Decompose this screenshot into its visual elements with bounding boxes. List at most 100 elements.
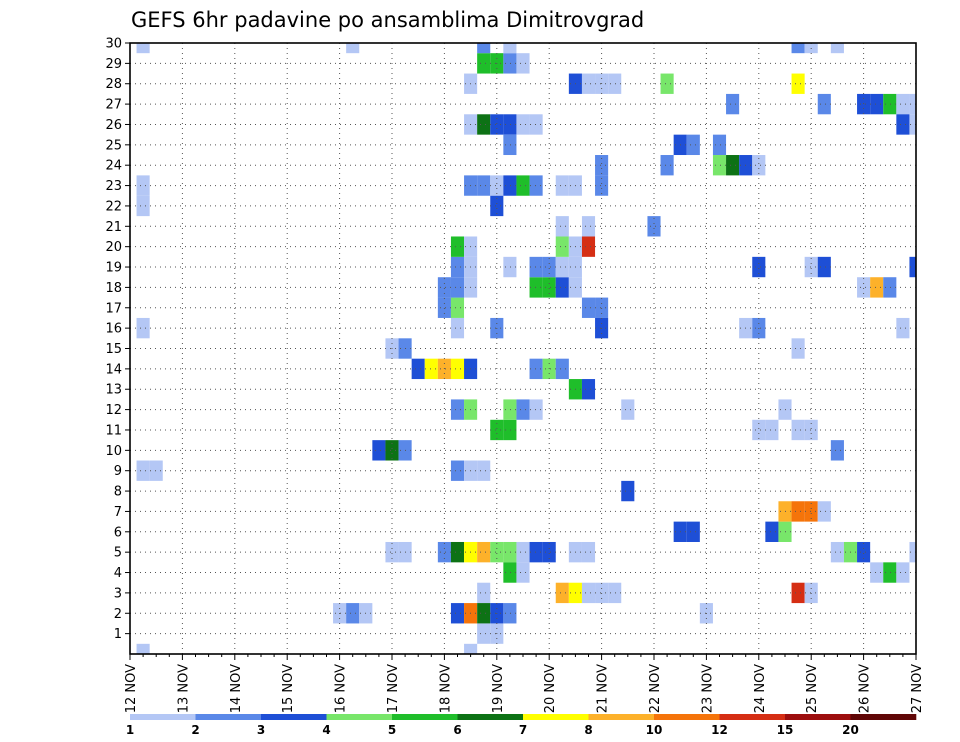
- heatmap-cell: [136, 195, 150, 217]
- colorbar-label: 20: [842, 723, 859, 737]
- heatmap-cell: [529, 256, 543, 278]
- heatmap-cell: [791, 43, 805, 54]
- x-tick-label: 21 NOV: [596, 664, 611, 713]
- heatmap-cell: [804, 501, 818, 522]
- heatmap-cell: [542, 277, 556, 298]
- colorbar-swatch: [850, 714, 917, 720]
- heatmap-cell: [503, 256, 517, 278]
- heatmap-cell: [503, 114, 517, 135]
- heatmap-cell: [437, 277, 451, 298]
- heatmap-cell: [385, 541, 399, 563]
- y-tick-label: 22: [105, 199, 122, 214]
- heatmap-cell: [136, 317, 150, 339]
- colorbar-swatch: [457, 714, 524, 720]
- x-tick-label: 26 NOV: [858, 664, 873, 713]
- heatmap-cell: [660, 73, 674, 94]
- heatmap-cell: [581, 73, 596, 94]
- chart-title: GEFS 6hr padavine po ansamblima Dimitrov…: [131, 8, 644, 32]
- heatmap-cell: [136, 43, 150, 54]
- heatmap-cell: [503, 134, 517, 156]
- colorbar-swatch: [523, 714, 589, 720]
- heatmap-cell: [385, 440, 399, 461]
- x-tick-label: 23 NOV: [700, 664, 715, 713]
- colorbar-label: 8: [584, 723, 592, 737]
- colorbar-label: 10: [646, 723, 663, 737]
- heatmap-cell: [450, 399, 465, 420]
- heatmap-cell: [870, 93, 884, 115]
- heatmap-cell: [516, 541, 530, 563]
- y-tick-label: 21: [105, 220, 122, 235]
- y-tick-label: 28: [105, 77, 122, 92]
- colorbar-label: 4: [322, 723, 330, 737]
- x-tick-label: 14 NOV: [229, 664, 244, 713]
- y-tick-label: 1: [114, 627, 122, 642]
- heatmap-cell: [503, 43, 517, 54]
- heatmap-cell: [503, 399, 517, 420]
- heatmap-cell: [529, 358, 543, 380]
- heatmap-cell: [660, 155, 674, 176]
- heatmap-cell: [608, 73, 622, 94]
- heatmap-cell: [450, 358, 465, 380]
- x-tick-label: 20 NOV: [543, 664, 558, 713]
- heatmap-cell: [516, 175, 530, 196]
- colorbar-label: 15: [777, 723, 794, 737]
- heatmap-cell: [608, 582, 622, 604]
- y-tick-label: 18: [105, 281, 122, 296]
- heatmap-cell: [490, 541, 504, 563]
- heatmap-cell: [555, 277, 569, 298]
- colorbar-label: 12: [711, 723, 728, 737]
- heatmap-cell: [136, 643, 150, 654]
- y-tick-label: 14: [105, 362, 122, 377]
- heatmap-cell: [555, 256, 569, 278]
- colorbar-swatch: [195, 714, 262, 720]
- heatmap-cell: [857, 277, 871, 298]
- heatmap-cell: [621, 399, 635, 420]
- heatmap-cell: [516, 53, 530, 74]
- heatmap-cell: [136, 460, 150, 481]
- heatmap-cell: [529, 277, 543, 298]
- heatmap-cell: [529, 399, 543, 420]
- heatmap-cell: [830, 541, 844, 563]
- heatmap-cell: [542, 541, 556, 563]
- colorbar-swatch: [326, 714, 393, 720]
- y-tick-label: 29: [105, 57, 122, 72]
- y-tick-label: 16: [105, 322, 122, 337]
- x-tick-label: 22 NOV: [648, 664, 663, 713]
- colorbar-label: 5: [388, 723, 396, 737]
- heatmap-cell: [883, 562, 897, 583]
- colorbar-swatch: [588, 714, 655, 720]
- heatmap-cell: [909, 93, 916, 115]
- heatmap-cell: [149, 460, 163, 481]
- heatmap-cell: [581, 582, 596, 604]
- heatmap-cell: [555, 216, 569, 237]
- heatmap-cell: [595, 155, 609, 176]
- heatmap-cell: [464, 643, 478, 654]
- y-tick-label: 5: [114, 546, 122, 561]
- y-tick-label: 2: [114, 607, 122, 622]
- heatmap-cell: [581, 216, 596, 237]
- heatmap-cell: [477, 623, 491, 644]
- y-tick-label: 30: [105, 37, 122, 52]
- colorbar-swatch: [654, 714, 720, 720]
- heatmap-cell: [752, 256, 766, 278]
- heatmap-cell: [503, 603, 517, 624]
- y-tick-label: 6: [114, 525, 122, 540]
- heatmap-cell: [791, 73, 805, 94]
- y-tick-label: 4: [114, 566, 122, 581]
- y-tick-label: 11: [105, 423, 122, 438]
- heatmap-cell: [830, 43, 844, 54]
- heatmap-cell: [477, 43, 491, 54]
- y-tick-label: 17: [105, 301, 122, 316]
- heatmap-cell: [817, 93, 831, 115]
- heatmap-cell: [490, 114, 504, 135]
- heatmap-cell: [647, 216, 661, 237]
- heatmap-cell: [450, 256, 465, 278]
- colorbar-swatch: [392, 714, 458, 720]
- x-tick-label: 16 NOV: [334, 664, 349, 713]
- y-tick-label: 13: [105, 383, 122, 398]
- y-tick-label: 20: [105, 240, 122, 255]
- heatmap-cell: [791, 338, 805, 359]
- heatmap-cell: [896, 562, 910, 583]
- y-tick-label: 26: [105, 118, 122, 133]
